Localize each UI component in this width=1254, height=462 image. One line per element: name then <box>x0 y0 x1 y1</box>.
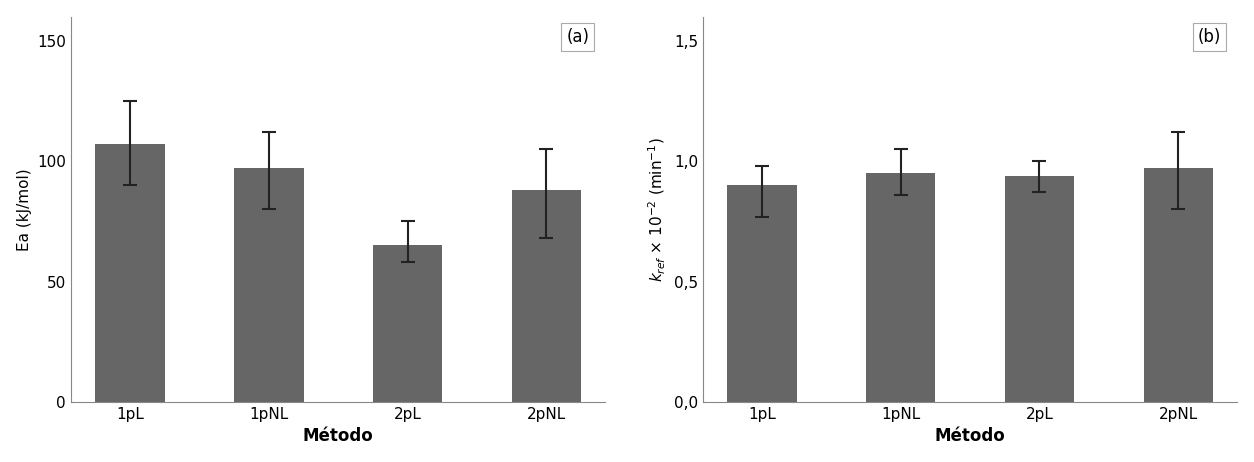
Bar <box>1144 168 1213 402</box>
X-axis label: Método: Método <box>303 427 374 445</box>
Bar <box>727 185 796 402</box>
Bar <box>512 190 581 402</box>
Text: (b): (b) <box>1198 28 1221 46</box>
Y-axis label: Ea (kJ/mol): Ea (kJ/mol) <box>16 168 31 250</box>
Y-axis label: $k_{ref}$ $\times$ $10^{-2}$ (min$^{-1}$): $k_{ref}$ $\times$ $10^{-2}$ (min$^{-1}$… <box>647 137 668 282</box>
Bar <box>867 173 935 402</box>
Text: (a): (a) <box>567 28 589 46</box>
Bar <box>1004 176 1075 402</box>
X-axis label: Método: Método <box>934 427 1006 445</box>
Bar <box>234 168 303 402</box>
Bar <box>372 245 443 402</box>
Bar <box>95 144 164 402</box>
